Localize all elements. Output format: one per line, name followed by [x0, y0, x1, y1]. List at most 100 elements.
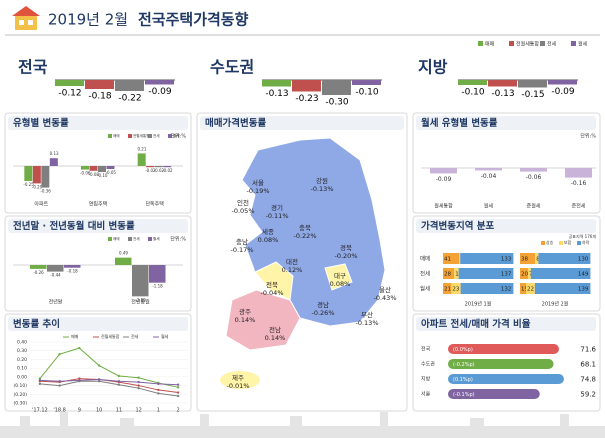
bar: [154, 166, 163, 168]
point: [117, 374, 121, 378]
point: [38, 382, 42, 386]
value-label: -0.44: [50, 273, 61, 278]
segment: [443, 253, 460, 264]
value-label: 0.49: [119, 251, 128, 256]
bar: [49, 158, 58, 166]
region-value: 0.14%: [265, 334, 286, 342]
point: [58, 384, 61, 387]
legend-swatch: [168, 134, 172, 138]
house-icon: [12, 6, 40, 30]
point: [38, 379, 42, 382]
y-tick-label: 0.10: [17, 366, 27, 372]
value-label: -0.16: [571, 180, 587, 187]
bar: [430, 168, 457, 174]
legend-swatch: [128, 134, 132, 138]
value-label: -0.09: [436, 176, 452, 183]
bar: [352, 80, 381, 85]
segment: [451, 283, 461, 294]
point: [176, 394, 180, 398]
legend-swatch: [541, 241, 545, 245]
bar: [32, 166, 41, 184]
legend-label: 전세: [547, 41, 557, 48]
point: [157, 382, 160, 386]
legend-swatch: [108, 237, 112, 241]
segment: [443, 268, 455, 279]
x-tick-label: 9: [78, 408, 81, 414]
region-value: -0.20%: [335, 252, 358, 260]
value-label: 0.21: [137, 146, 146, 151]
y-tick-label: 0.20: [17, 357, 27, 363]
point: [78, 377, 81, 380]
value-label: 59.2: [580, 391, 596, 399]
bar: [322, 80, 351, 95]
region-name: 부산: [361, 310, 373, 319]
point: [137, 376, 140, 379]
value-label: -0.18: [67, 269, 78, 274]
bar: [41, 166, 50, 188]
segment-label: 149: [578, 272, 589, 278]
point: [38, 377, 42, 380]
point: [176, 383, 180, 386]
bar: [47, 265, 64, 272]
y-tick-label: (0.30): [13, 401, 27, 407]
panels: [4, 112, 601, 412]
panel-header: [8, 116, 188, 130]
point: [176, 386, 180, 389]
region-value: -0.19%: [247, 187, 270, 195]
value-label: -0.05: [106, 170, 117, 175]
value-label: -0.30: [325, 98, 349, 108]
row-label: 수도권: [421, 361, 435, 368]
segment: [528, 268, 531, 279]
bar: [458, 80, 487, 85]
bar: [149, 265, 166, 283]
value-label: -0.13: [491, 89, 514, 99]
value-label: -0.09: [148, 87, 172, 97]
panel-header: [416, 219, 596, 233]
bar: [98, 166, 106, 172]
legend-label: 월세: [173, 133, 180, 138]
legend-label: 매매: [113, 236, 120, 241]
value-label: -0.09: [551, 87, 575, 97]
panel-title: 가격변동지역 분포: [421, 220, 494, 232]
bar: [115, 80, 144, 91]
value-label: -0.06: [526, 174, 542, 181]
row-label: 전세: [420, 270, 430, 278]
value-label: 68.1: [580, 361, 596, 369]
legend-swatch: [571, 41, 576, 46]
row-label: 매매: [420, 255, 430, 263]
bar: [137, 153, 146, 166]
segment-label: 132: [501, 287, 512, 293]
unit: 단위:%: [580, 133, 596, 140]
value-label: -0.23: [295, 94, 318, 104]
panel-title: 매매가격변동률: [205, 117, 266, 129]
region-value: 0.12%: [282, 266, 303, 274]
value-label: -0.18: [88, 92, 112, 102]
segment-label: 38: [521, 257, 528, 263]
value-label: -0.26: [33, 270, 44, 275]
row-label: 서울: [421, 391, 431, 398]
panel-header: [416, 317, 596, 331]
region-value: -0.01%: [227, 382, 250, 390]
x-tick-label: '17.12: [32, 408, 48, 414]
value-label: -0.36: [40, 189, 51, 194]
panel-title: 유형별 변동률: [13, 117, 69, 129]
value-label: -0.10: [355, 88, 379, 98]
x-tick-label: 11: [116, 408, 122, 414]
bar: [64, 265, 81, 268]
y-tick-label: 0.30: [17, 348, 27, 354]
panel-title: 월세 유형별 변동률: [421, 117, 498, 129]
region-value: -0.13%: [356, 319, 379, 327]
segment: [454, 268, 459, 279]
bar: [146, 166, 155, 168]
change-label: (-0.1%p): [453, 392, 475, 398]
value-label: 74.8: [580, 376, 596, 384]
change-label: (0.1%p): [453, 377, 473, 383]
panel-header: [200, 116, 404, 130]
legend-label: 전세: [133, 236, 140, 241]
legend-label: 전월세통합: [133, 133, 150, 138]
bar: [163, 166, 172, 168]
region-value: -0.43%: [374, 294, 397, 302]
segment: [458, 268, 514, 279]
legend-swatch: [108, 134, 112, 138]
legend-label: 매매: [485, 41, 495, 48]
